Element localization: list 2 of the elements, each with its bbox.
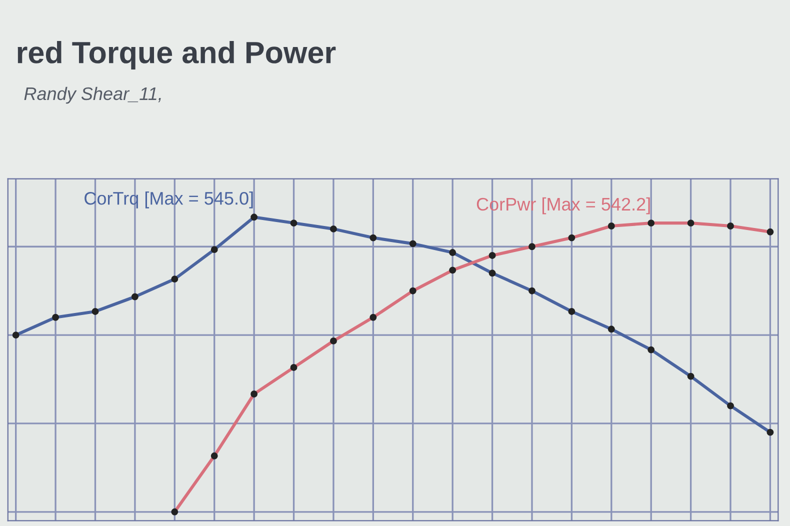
chart-title: red Torque and Power (18, 40, 336, 70)
chart-subtitle: Randy Shear_11, (24, 86, 161, 104)
